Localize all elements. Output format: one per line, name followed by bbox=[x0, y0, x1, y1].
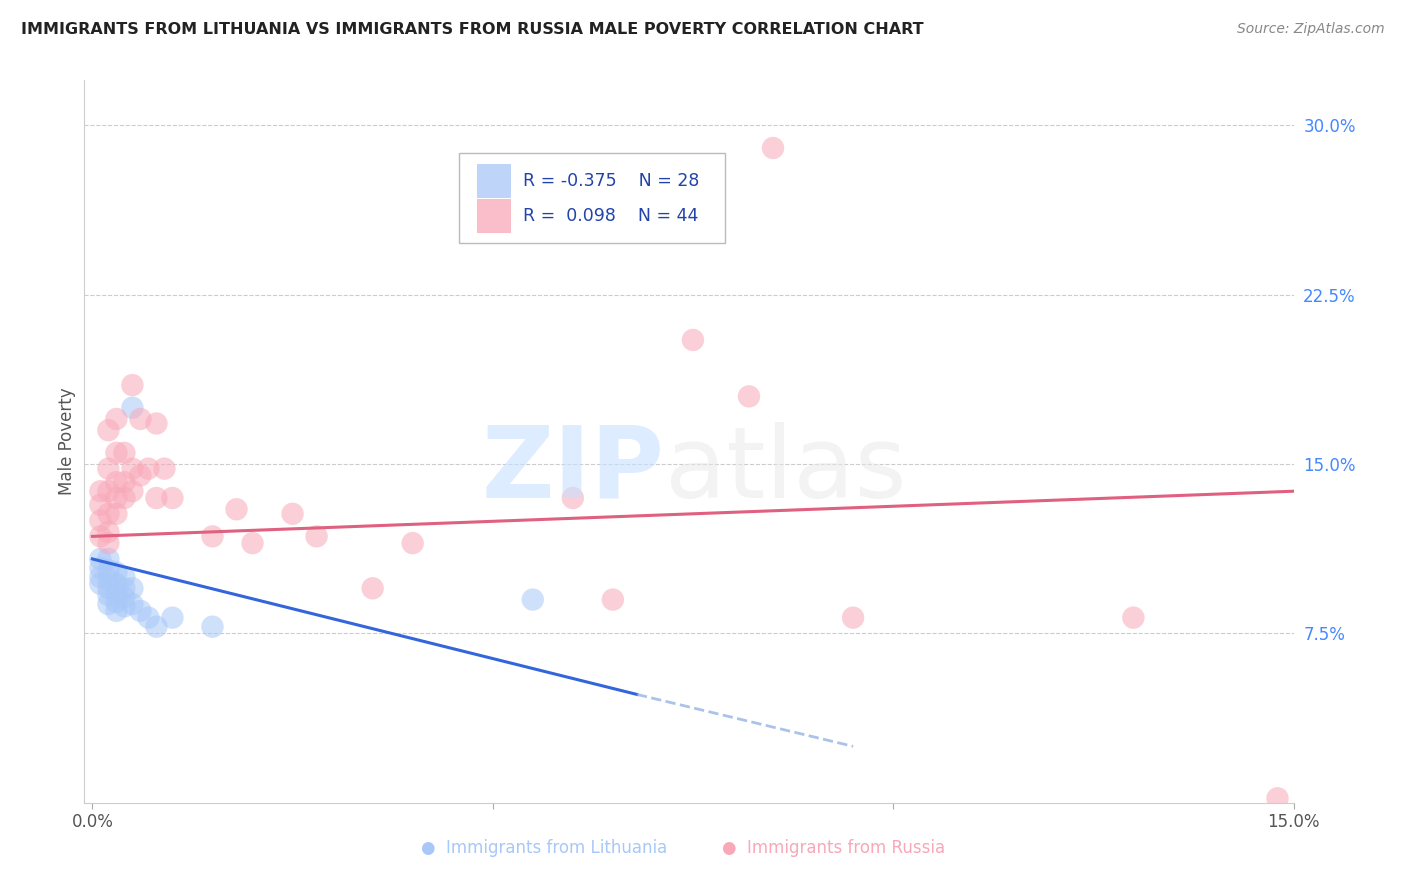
Text: R = -0.375    N = 28: R = -0.375 N = 28 bbox=[523, 172, 700, 190]
Point bbox=[97, 524, 120, 539]
Point bbox=[145, 417, 167, 431]
Text: ZIP: ZIP bbox=[482, 422, 665, 519]
Point bbox=[162, 610, 184, 624]
Point bbox=[121, 401, 143, 415]
Point bbox=[762, 141, 785, 155]
Point bbox=[89, 484, 111, 499]
Point bbox=[121, 461, 143, 475]
Point bbox=[105, 566, 128, 580]
Point bbox=[129, 412, 152, 426]
Point bbox=[129, 468, 152, 483]
Point bbox=[97, 484, 120, 499]
Point bbox=[112, 570, 135, 584]
Point bbox=[105, 576, 128, 591]
Point bbox=[112, 599, 135, 614]
Point bbox=[201, 529, 224, 543]
Point bbox=[225, 502, 247, 516]
Point bbox=[105, 412, 128, 426]
Point bbox=[738, 389, 761, 403]
Point bbox=[402, 536, 425, 550]
Text: R =  0.098    N = 44: R = 0.098 N = 44 bbox=[523, 207, 699, 225]
Point bbox=[1267, 791, 1289, 805]
Bar bbox=[478, 164, 512, 198]
Point bbox=[89, 552, 111, 566]
Point bbox=[153, 461, 176, 475]
Point bbox=[105, 491, 128, 505]
Y-axis label: Male Poverty: Male Poverty bbox=[58, 388, 76, 495]
Point bbox=[89, 514, 111, 528]
Point bbox=[97, 572, 120, 586]
Point bbox=[97, 461, 120, 475]
Point bbox=[112, 591, 135, 605]
Point bbox=[201, 620, 224, 634]
Point bbox=[89, 498, 111, 512]
Point bbox=[112, 491, 135, 505]
Point bbox=[145, 620, 167, 634]
Point bbox=[97, 597, 120, 611]
Point bbox=[121, 378, 143, 392]
Point bbox=[561, 491, 583, 505]
Point bbox=[162, 491, 184, 505]
Point bbox=[121, 484, 143, 499]
Point bbox=[121, 597, 143, 611]
Point bbox=[465, 220, 488, 235]
Point bbox=[602, 592, 624, 607]
Point bbox=[112, 446, 135, 460]
Point bbox=[89, 561, 111, 575]
Point bbox=[138, 461, 160, 475]
Point bbox=[105, 604, 128, 618]
Point bbox=[97, 588, 120, 602]
Point bbox=[89, 576, 111, 591]
Point bbox=[97, 582, 120, 596]
Text: IMMIGRANTS FROM LITHUANIA VS IMMIGRANTS FROM RUSSIA MALE POVERTY CORRELATION CHA: IMMIGRANTS FROM LITHUANIA VS IMMIGRANTS … bbox=[21, 22, 924, 37]
Point bbox=[89, 570, 111, 584]
Point bbox=[281, 507, 304, 521]
Point bbox=[105, 446, 128, 460]
Point bbox=[105, 595, 128, 609]
Point bbox=[105, 507, 128, 521]
Point bbox=[97, 423, 120, 437]
Bar bbox=[478, 199, 512, 234]
Point bbox=[361, 582, 384, 596]
Point bbox=[97, 536, 120, 550]
Point bbox=[105, 475, 128, 490]
Point bbox=[1122, 610, 1144, 624]
Point bbox=[242, 536, 264, 550]
Point bbox=[97, 563, 120, 577]
Point bbox=[121, 582, 143, 596]
Point bbox=[138, 610, 160, 624]
Text: ●  Immigrants from Lithuania: ● Immigrants from Lithuania bbox=[420, 839, 666, 857]
Text: ●  Immigrants from Russia: ● Immigrants from Russia bbox=[723, 839, 946, 857]
Point bbox=[112, 475, 135, 490]
Point bbox=[522, 592, 544, 607]
Point bbox=[682, 333, 704, 347]
Point bbox=[129, 604, 152, 618]
Text: Source: ZipAtlas.com: Source: ZipAtlas.com bbox=[1237, 22, 1385, 37]
FancyBboxPatch shape bbox=[460, 153, 725, 243]
Text: atlas: atlas bbox=[665, 422, 907, 519]
Point bbox=[112, 582, 135, 596]
Point bbox=[842, 610, 865, 624]
Point bbox=[305, 529, 328, 543]
Point bbox=[145, 491, 167, 505]
Point bbox=[89, 529, 111, 543]
Point bbox=[105, 586, 128, 600]
Point bbox=[97, 507, 120, 521]
Point bbox=[97, 552, 120, 566]
